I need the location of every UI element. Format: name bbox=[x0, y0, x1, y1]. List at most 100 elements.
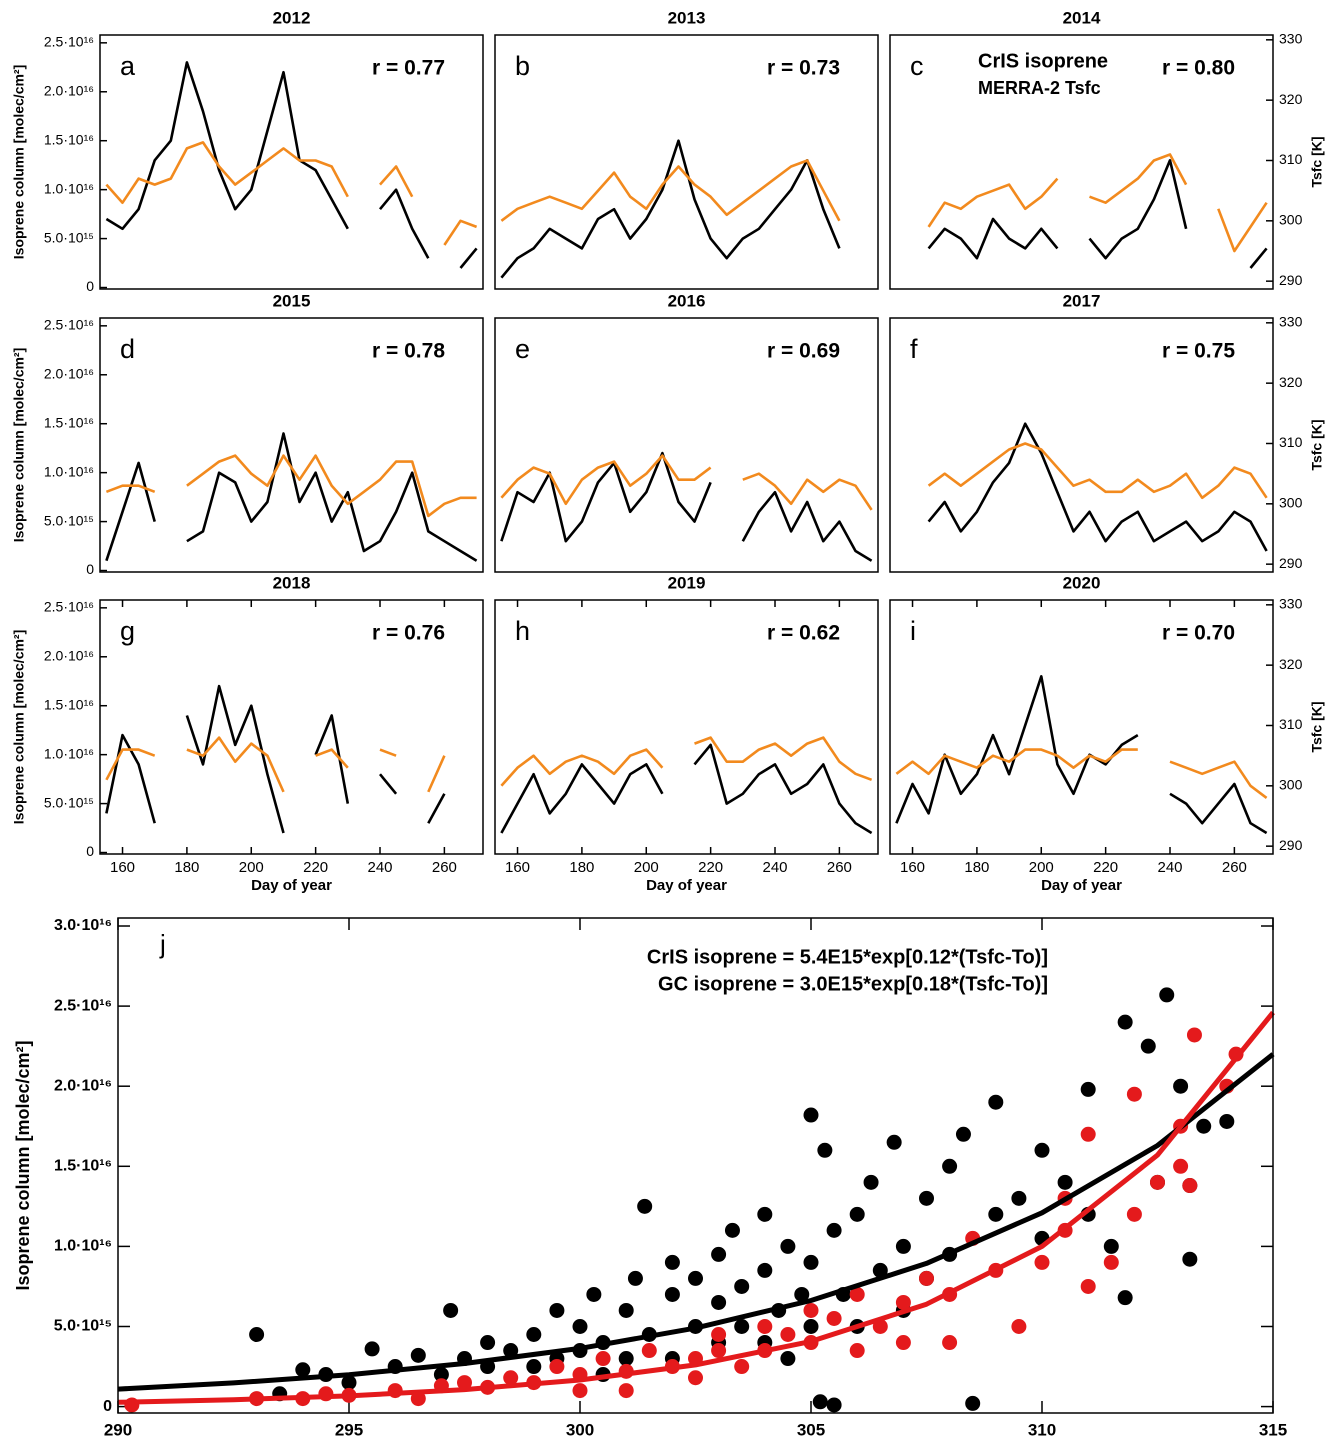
x-tick-label: 290 bbox=[104, 1420, 132, 1437]
x-tick-label: 315 bbox=[1259, 1420, 1287, 1437]
series-line bbox=[501, 141, 871, 278]
y2-tick-label: 320 bbox=[1279, 374, 1303, 390]
y-tick-label: 5.0·10¹⁵ bbox=[54, 1318, 112, 1335]
x-tick-label: 200 bbox=[1029, 859, 1054, 876]
y2-tick-label: 310 bbox=[1279, 434, 1303, 450]
scatter-point bbox=[1103, 1254, 1119, 1270]
correlation: r = 0.78 bbox=[372, 340, 445, 363]
panel-title: 2018 bbox=[273, 573, 311, 592]
scatter-point bbox=[664, 1286, 680, 1302]
x-tick-label: 300 bbox=[566, 1420, 594, 1437]
scatter-point bbox=[341, 1375, 357, 1391]
scatter-point bbox=[895, 1335, 911, 1351]
scatter-point bbox=[803, 1302, 819, 1318]
panel-title: 2020 bbox=[1063, 573, 1101, 592]
scatter-point bbox=[595, 1351, 611, 1367]
scatter-point bbox=[503, 1343, 519, 1359]
correlation: r = 0.75 bbox=[1162, 340, 1235, 363]
scatter-point bbox=[942, 1335, 958, 1351]
x-axis-label: Day of year bbox=[1041, 877, 1122, 894]
correlation: r = 0.69 bbox=[767, 340, 840, 363]
scatter-point bbox=[711, 1327, 727, 1343]
panel-label: c bbox=[910, 51, 924, 81]
series-line bbox=[105, 61, 478, 269]
y2-tick-label: 330 bbox=[1279, 314, 1303, 330]
scatter-point bbox=[780, 1238, 796, 1254]
correlation: r = 0.73 bbox=[767, 57, 840, 80]
scatter-point bbox=[664, 1254, 680, 1270]
scatter-point bbox=[780, 1327, 796, 1343]
scatter-point bbox=[803, 1318, 819, 1334]
scatter-point bbox=[1117, 1290, 1133, 1306]
scatter-point bbox=[724, 1222, 740, 1238]
legend-entry: CrIS isoprene bbox=[978, 50, 1108, 72]
y2-tick-label: 310 bbox=[1279, 151, 1303, 167]
x-tick-label: 180 bbox=[964, 859, 989, 876]
scatter-point bbox=[812, 1394, 828, 1410]
y-tick-label: 2.5·10¹⁶ bbox=[54, 997, 112, 1014]
y2-tick-label: 300 bbox=[1279, 777, 1303, 793]
y2-tick-label: 290 bbox=[1279, 837, 1303, 853]
scatter-point bbox=[849, 1206, 865, 1222]
correlation: r = 0.76 bbox=[372, 622, 445, 645]
x-tick-label: 160 bbox=[900, 859, 925, 876]
scatter-point bbox=[1126, 1206, 1142, 1222]
y-tick-label: 5.0·10¹⁵ bbox=[44, 229, 94, 245]
panel-title: 2013 bbox=[668, 8, 706, 27]
y-tick-label: 2.5·10¹⁶ bbox=[44, 34, 94, 50]
x-axis-label: Day of year bbox=[646, 877, 727, 894]
x-axis-label: Day of year bbox=[251, 877, 332, 894]
scatter-point bbox=[734, 1278, 750, 1294]
x-tick-label: 240 bbox=[762, 859, 787, 876]
x-tick-label: 160 bbox=[110, 859, 135, 876]
scatter-point bbox=[410, 1391, 426, 1407]
y-tick-label: 3.0·10¹⁶ bbox=[54, 917, 112, 934]
series-line bbox=[105, 141, 478, 246]
scatter-point bbox=[1080, 1126, 1096, 1142]
scatter-point bbox=[988, 1094, 1004, 1110]
scatter-point bbox=[1173, 1158, 1189, 1174]
series-line bbox=[895, 675, 1268, 835]
scatter-point bbox=[618, 1383, 634, 1399]
panel-label: a bbox=[120, 51, 136, 81]
y2-tick-label: 290 bbox=[1279, 555, 1303, 571]
scatter-point bbox=[1219, 1113, 1235, 1129]
y-axis-label: Isoprene column [molec/cm²] bbox=[11, 348, 27, 542]
scatter-point bbox=[1103, 1238, 1119, 1254]
scatter-point bbox=[1186, 1027, 1202, 1043]
plot-frame bbox=[494, 317, 879, 573]
series-line bbox=[500, 743, 873, 835]
y-tick-label: 1.0·10¹⁶ bbox=[44, 745, 94, 761]
scatter-point bbox=[503, 1370, 519, 1386]
scatter-point bbox=[1080, 1278, 1096, 1294]
y-axis-label: Isoprene column [molec/cm²] bbox=[13, 1040, 33, 1290]
scatter-point bbox=[1173, 1078, 1189, 1094]
scatter-point bbox=[457, 1375, 472, 1391]
scatter-point bbox=[919, 1270, 934, 1286]
x-tick-label: 200 bbox=[634, 859, 659, 876]
x-tick-label: 160 bbox=[505, 859, 530, 876]
scatter-point bbox=[955, 1126, 971, 1142]
y2-tick-label: 320 bbox=[1279, 91, 1303, 107]
plot-frame bbox=[99, 317, 484, 573]
y-tick-label: 2.5·10¹⁶ bbox=[44, 317, 94, 333]
scatter-point bbox=[826, 1222, 842, 1238]
correlation: r = 0.77 bbox=[372, 57, 445, 80]
scatter-point bbox=[1196, 1118, 1212, 1134]
scatter-point bbox=[618, 1351, 634, 1367]
x-tick-label: 260 bbox=[1222, 859, 1247, 876]
scatter-point bbox=[919, 1190, 934, 1206]
scatter-point bbox=[1117, 1014, 1133, 1030]
scatter-point bbox=[965, 1395, 981, 1411]
scatter-point bbox=[572, 1383, 588, 1399]
scatter-point bbox=[586, 1286, 602, 1302]
panel-label: d bbox=[120, 334, 135, 364]
scatter-point bbox=[526, 1327, 542, 1343]
scatter-point bbox=[249, 1327, 265, 1343]
panel-label: e bbox=[515, 334, 530, 364]
scatter-point bbox=[295, 1362, 311, 1378]
scatter-point bbox=[711, 1294, 727, 1310]
scatter-point bbox=[549, 1302, 565, 1318]
scatter-point bbox=[711, 1343, 727, 1359]
